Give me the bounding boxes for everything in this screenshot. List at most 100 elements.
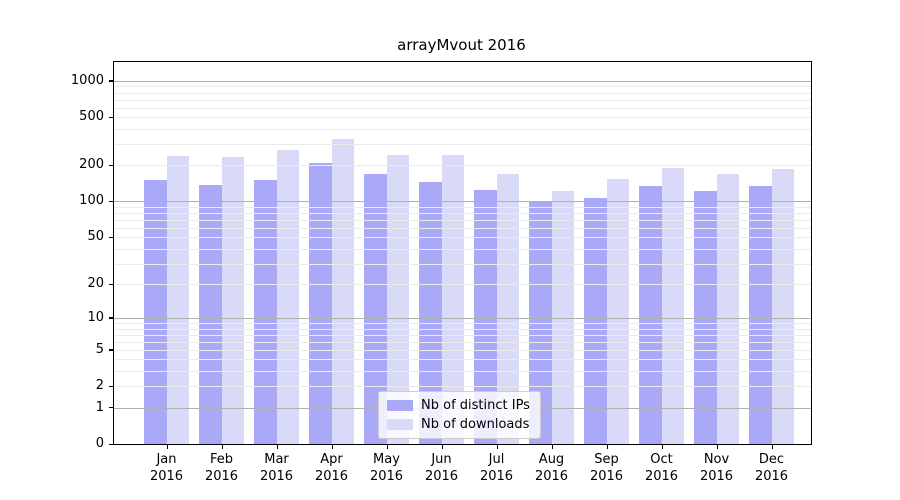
legend-row: Nb of downloads	[387, 417, 530, 432]
y-tick-label: 50	[87, 229, 104, 245]
x-tick-label: Jul 2016	[479, 452, 514, 484]
y-tick-mark	[109, 200, 114, 203]
x-tick-label: Mar 2016	[259, 452, 294, 484]
gridline-minor	[114, 371, 811, 373]
gridline-minor	[114, 107, 811, 109]
gridline-minor	[114, 92, 811, 94]
gridline-minor	[114, 165, 811, 167]
gridline-minor	[114, 263, 811, 265]
y-tick-mark	[109, 443, 114, 445]
y-tick-mark	[109, 236, 114, 239]
bar-downloads-dec	[771, 169, 794, 444]
plot-area: 1000 500 200 100 50 20 10 5 2 1 0 Jan 2016 Feb 2016 M…	[71, 61, 812, 484]
gridline-minor	[114, 386, 811, 388]
gridline-minor	[114, 86, 811, 88]
bar-distinct-ips-nov	[694, 191, 717, 444]
x-tick-label: Oct 2016	[644, 452, 679, 484]
gridline-minor	[114, 341, 811, 343]
y-tick-mark	[109, 283, 114, 285]
bar-distinct-ips-aug	[529, 201, 552, 444]
gridline-minor	[114, 248, 811, 250]
x-tick-mark	[276, 444, 278, 449]
bar-downloads-mar	[276, 149, 299, 444]
x-tick-label: Nov 2016	[699, 452, 734, 484]
legend-row: Nb of distinct IPs	[387, 398, 530, 413]
gridline-minor	[114, 237, 811, 239]
bar-downloads-jan	[166, 155, 189, 444]
bar-downloads-sep	[606, 178, 629, 444]
bar-distinct-ips-jan	[144, 180, 167, 444]
gridline-minor	[114, 213, 811, 215]
x-tick-mark	[606, 444, 608, 449]
x-tick-mark	[441, 444, 443, 449]
x-tick-mark	[716, 444, 718, 449]
y-tick-mark	[109, 317, 114, 319]
gridline-minor	[114, 284, 811, 285]
x-tick-label: Sep 2016	[589, 452, 624, 484]
y-tick-label: 10	[87, 309, 104, 325]
gridline-minor	[114, 219, 811, 221]
gridline-minor	[114, 349, 811, 351]
legend-label: Nb of downloads	[421, 417, 530, 432]
x-tick-label: May 2016	[369, 452, 404, 484]
x-tick-label: Apr 2016	[314, 452, 349, 484]
x-tick-label: Feb 2016	[204, 452, 239, 484]
x-tick-label: Aug 2016	[534, 452, 569, 484]
y-tick-label: 1	[95, 399, 104, 415]
gridline-minor	[114, 129, 811, 131]
gridline-minor	[114, 328, 811, 330]
x-tick-mark	[551, 444, 553, 449]
bar-downloads-jul	[496, 173, 519, 444]
bar-distinct-ips-sep	[584, 197, 607, 444]
gridline-minor	[114, 323, 811, 324]
bar-downloads-nov	[716, 173, 739, 444]
y-tick-label: 0	[95, 436, 104, 451]
x-tick-mark	[661, 444, 663, 449]
y-tick-mark	[109, 80, 114, 82]
bar-downloads-oct	[661, 167, 684, 444]
bar-distinct-ips-apr	[309, 162, 332, 444]
y-tick-label: 1000	[70, 72, 104, 88]
y-tick-mark	[109, 407, 114, 409]
bar-distinct-ips-may	[364, 173, 387, 444]
gridline-major	[114, 317, 811, 319]
legend-swatch-icon	[387, 400, 413, 411]
gridline-minor	[114, 117, 811, 119]
bar-distinct-ips-oct	[639, 185, 662, 444]
y-tick-mark	[109, 164, 114, 166]
bar-downloads-apr	[331, 139, 354, 444]
gridline-minor	[114, 227, 811, 229]
y-tick-mark	[109, 385, 114, 387]
x-tick-mark	[221, 444, 223, 449]
gridline-major	[114, 201, 811, 203]
y-tick-mark	[109, 116, 114, 118]
x-tick-mark	[771, 444, 773, 449]
x-tick-label: Jun 2016	[424, 452, 459, 484]
bar-distinct-ips-dec	[749, 185, 772, 444]
y-tick-label: 500	[79, 109, 104, 125]
legend-label: Nb of distinct IPs	[421, 398, 530, 413]
x-tick-mark	[496, 444, 498, 449]
legend-swatch-icon	[387, 419, 413, 430]
bar-distinct-ips-feb	[199, 185, 222, 444]
bar-distinct-ips-mar	[254, 180, 277, 444]
gridline-minor	[114, 334, 811, 336]
x-tick-mark	[166, 444, 168, 449]
x-tick-mark	[331, 444, 333, 449]
bar-distinct-ips-jun	[419, 182, 442, 444]
x-tick-label: Dec 2016	[754, 452, 789, 484]
gridline-minor	[114, 99, 811, 101]
y-tick-label: 200	[79, 157, 104, 173]
bar-downloads-feb	[221, 156, 244, 444]
x-tick-label: Jan 2016	[149, 452, 184, 484]
bar-distinct-ips-jul	[474, 189, 497, 444]
gridline-minor	[114, 359, 811, 361]
y-tick-label: 20	[87, 276, 104, 291]
x-tick-mark	[386, 444, 388, 449]
gridline-major	[114, 80, 811, 82]
y-tick-mark	[109, 349, 114, 351]
bar-downloads-aug	[551, 191, 574, 444]
chart-title: arrayMvout 2016	[397, 36, 526, 54]
gridline-minor	[114, 206, 811, 208]
